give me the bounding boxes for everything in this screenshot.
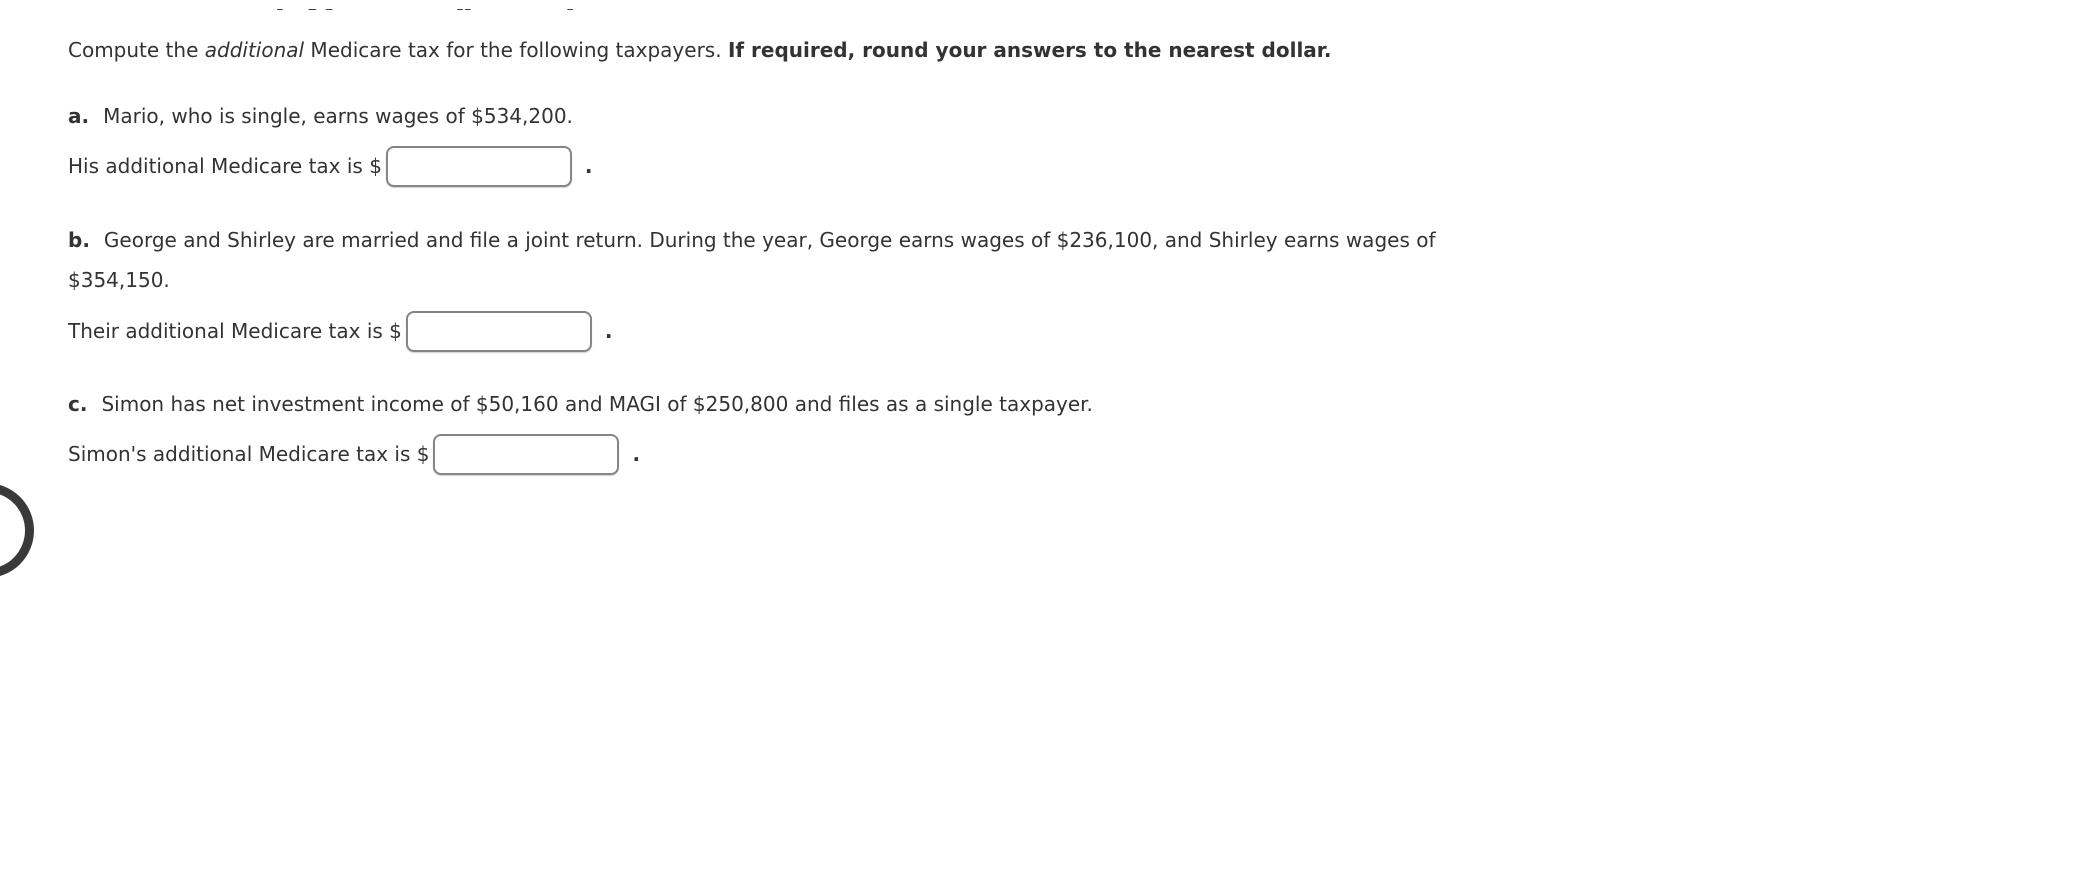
- instruction-text: Compute the additional Medicare tax for …: [68, 38, 1331, 62]
- part-a-answer-suffix: .: [584, 154, 593, 178]
- part-a-description: a. Mario, who is single, earns wages of $…: [68, 96, 573, 136]
- instruction-prefix: Compute the: [68, 38, 205, 62]
- part-a-answer-input[interactable]: [385, 145, 572, 187]
- part-c-answer-suffix: .: [632, 442, 641, 466]
- part-a-answer-prefix: His additional Medicare tax is $: [68, 154, 382, 178]
- part-c-text: Simon has net investment income of $50,1…: [101, 392, 1093, 416]
- part-b-answer-input[interactable]: [405, 310, 592, 352]
- part-c-answer-prefix: Simon's additional Medicare tax is $: [68, 442, 430, 466]
- instruction-middle: Medicare tax for the following taxpayers…: [304, 38, 728, 62]
- partial-circle-decoration: [0, 483, 34, 578]
- part-b-answer-prefix: Their additional Medicare tax is $: [68, 319, 402, 343]
- clipped-heading-fragments: [0, 0, 700, 10]
- part-c-label: c.: [68, 392, 88, 416]
- part-b-answer-suffix: .: [604, 319, 613, 343]
- part-b-text-line2: $354,150.: [68, 268, 170, 292]
- part-c-answer-row: Simon's additional Medicare tax is $ .: [68, 431, 640, 477]
- part-c-answer-input[interactable]: [433, 433, 620, 475]
- part-b-answer-row: Their additional Medicare tax is $ .: [68, 308, 613, 354]
- part-b-label: b.: [68, 228, 90, 252]
- part-c-description: c. Simon has net investment income of $50…: [68, 384, 1093, 424]
- instruction-italic-word: additional: [204, 38, 305, 62]
- part-b-description: b. George and Shirley are married and fil…: [68, 220, 1436, 300]
- part-a-text: Mario, who is single, earns wages of $53…: [103, 104, 573, 128]
- instruction-bold-requirement: If required, round your answers to the n…: [727, 38, 1332, 62]
- part-b-text-line1: George and Shirley are married and file …: [103, 228, 1436, 252]
- clipped-heading-glyph-bottoms: [276, 4, 574, 10]
- part-a-answer-row: His additional Medicare tax is $ .: [68, 143, 593, 189]
- part-a-label: a.: [68, 104, 90, 128]
